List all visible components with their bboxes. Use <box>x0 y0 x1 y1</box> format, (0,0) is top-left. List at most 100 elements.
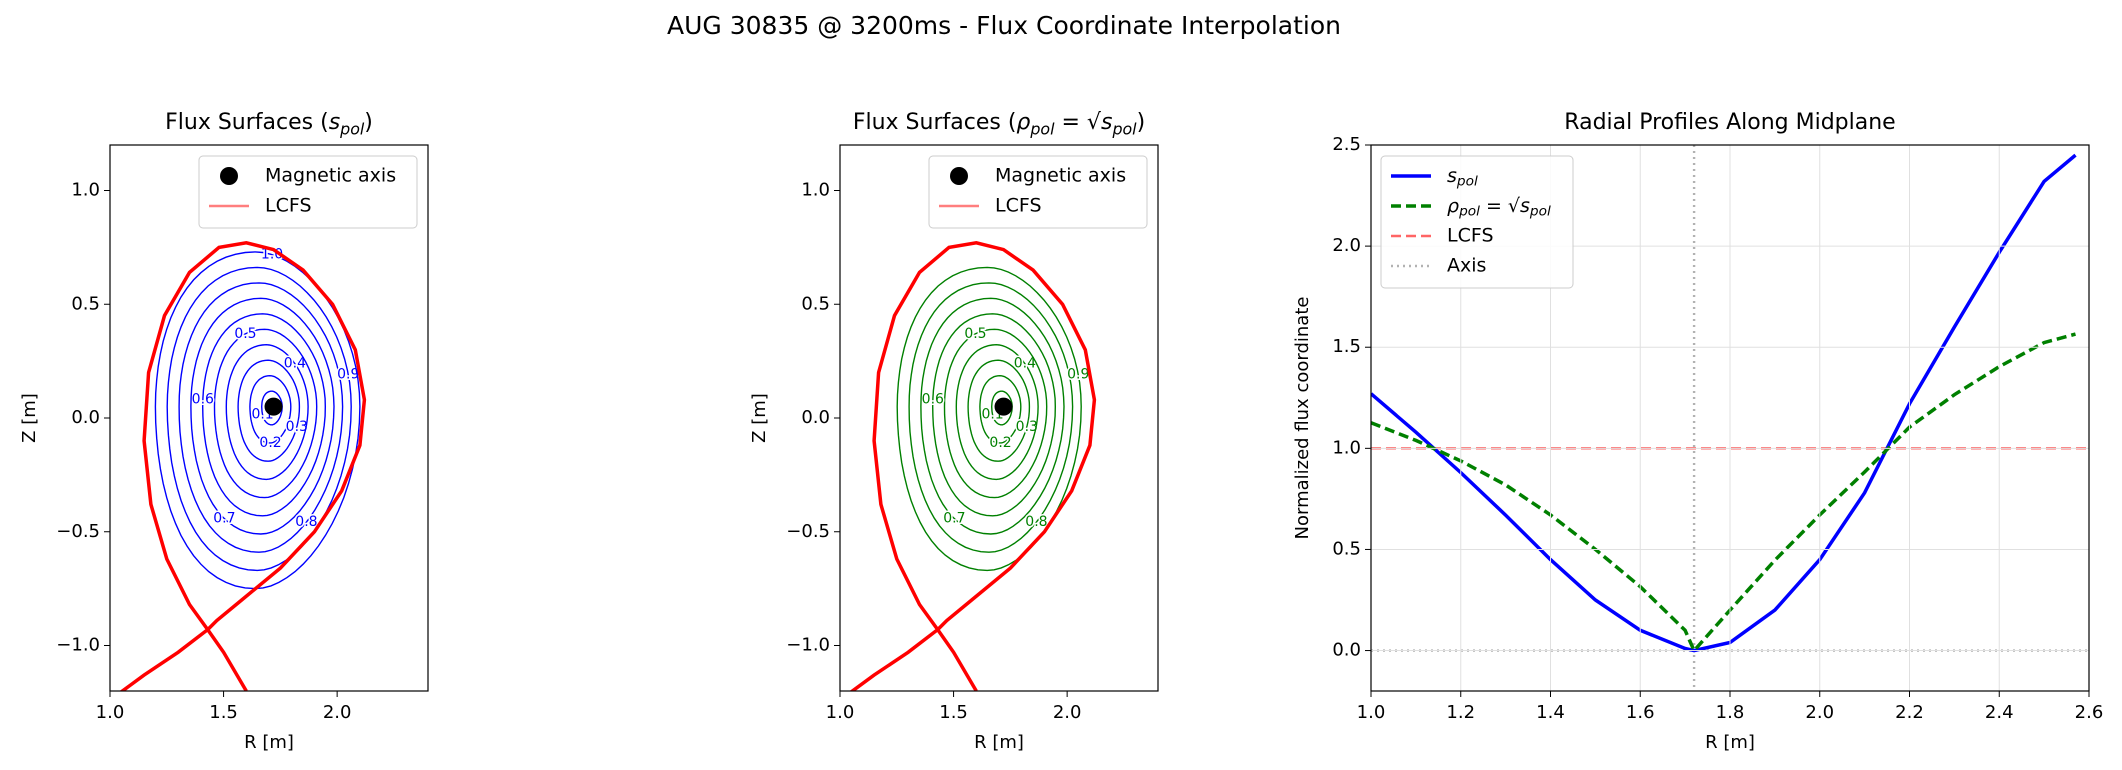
x-axis-label: R [m] <box>244 732 294 753</box>
contour-label: 0.9 <box>1067 366 1089 382</box>
contour-label: 0.5 <box>234 326 256 342</box>
contour-line <box>931 313 1057 517</box>
contour-line <box>979 374 1022 444</box>
y-tick-label: 1.0 <box>801 180 830 201</box>
legend-label: spol <box>1447 165 1478 190</box>
y-tick-label: 1.5 <box>1332 336 1361 357</box>
contour-label: 0.3 <box>1016 419 1038 435</box>
text-segment: ρ <box>1447 195 1459 217</box>
contour-line <box>955 343 1039 481</box>
legend-label: LCFS <box>1447 225 1494 247</box>
contour-line <box>178 282 344 553</box>
text-segment: s <box>1447 165 1457 187</box>
y-tick-label: 0.5 <box>71 293 100 314</box>
legend-box <box>928 155 1148 229</box>
y-tick-label: 0.0 <box>801 407 830 428</box>
contour-label: 0.6 <box>192 392 214 408</box>
profile-line <box>1371 332 2076 654</box>
x-tick-label: 2.6 <box>2075 702 2104 723</box>
contour-label: 0.4 <box>284 356 306 372</box>
axes-title: Flux Surfaces (ρpol = √spol) <box>853 110 1145 138</box>
y-tick-label: −0.5 <box>786 521 830 542</box>
contour-line <box>213 328 318 499</box>
legend-box <box>198 155 418 229</box>
contour-line <box>237 359 301 462</box>
contour-line <box>943 328 1048 499</box>
y-tick-label: 0.0 <box>71 407 100 428</box>
plot-area <box>1371 145 2089 691</box>
plot-area: 0.10.20.30.40.50.60.7 0.80.9 <box>849 241 1097 691</box>
contour-line <box>260 390 283 426</box>
figure-title: AUG 30835 @ 3200ms - Flux Coordinate Int… <box>667 11 1341 40</box>
legend-label: Axis <box>1447 255 1486 277</box>
y-tick-label: 0.5 <box>801 293 830 314</box>
x-tick-label: 2.0 <box>1805 702 1834 723</box>
y-tick-label: 0.5 <box>1332 538 1361 559</box>
magnetic-axis-marker <box>994 397 1013 416</box>
x-tick-label: 2.0 <box>1053 702 1082 723</box>
x-tick-label: 1.0 <box>826 702 855 723</box>
axes-frame <box>109 144 429 692</box>
legend-label: Magnetic axis <box>265 165 396 187</box>
y-tick-label: −0.5 <box>56 521 100 542</box>
x-tick-label: 1.5 <box>939 702 968 723</box>
text-segment: ) <box>1137 110 1146 135</box>
contour-line <box>249 374 292 444</box>
contour-line <box>990 390 1013 426</box>
contour-line <box>967 359 1031 462</box>
contour-line <box>920 297 1065 535</box>
contour-label: 0.6 <box>922 392 944 408</box>
text-segment: pol <box>339 119 365 138</box>
x-tick-label: 1.6 <box>1626 702 1655 723</box>
text-segment: pol <box>1529 204 1551 220</box>
text-segment: s <box>329 110 340 135</box>
text-segment: Flux Surfaces ( <box>853 110 1017 135</box>
y-tick-label: 0.0 <box>1332 640 1361 661</box>
x-tick-label: 1.8 <box>1716 702 1745 723</box>
axes-title: Flux Surfaces (spol) <box>165 110 373 138</box>
contour-label: 0.8 <box>295 514 317 530</box>
legend-label: ρpol = √spol <box>1447 195 1551 220</box>
text-segment: ρ <box>1016 110 1030 135</box>
y-tick-label: 1.0 <box>71 180 100 201</box>
x-axis-label: R [m] <box>974 732 1024 753</box>
legend-box <box>1380 155 1574 289</box>
y-axis-label: Normalized flux coordinate <box>1292 297 1313 540</box>
text-segment: ) <box>364 110 373 135</box>
x-tick-label: 1.0 <box>1357 702 1386 723</box>
contour-label: 0.4 <box>1014 356 1036 372</box>
text-segment: Flux Surfaces ( <box>165 110 329 135</box>
text-segment: pol <box>1029 119 1055 138</box>
legend-label: LCFS <box>995 195 1042 217</box>
x-axis-label: R [m] <box>1705 732 1755 753</box>
contour-label: 0.3 <box>286 419 308 435</box>
text-segment: = √ <box>1480 195 1521 217</box>
contour-label: 0.7 <box>943 511 965 527</box>
x-tick-label: 2.2 <box>1895 702 1924 723</box>
profile-line <box>1371 153 2077 653</box>
magnetic-axis-marker <box>264 397 283 416</box>
x-tick-label: 2.0 <box>323 702 352 723</box>
text-segment: = √ <box>1055 110 1102 135</box>
y-tick-label: 2.0 <box>1332 235 1361 256</box>
contour-label: 0.9 <box>337 366 359 382</box>
x-tick-label: 1.5 <box>209 702 238 723</box>
legend-label: LCFS <box>265 195 312 217</box>
contour-line <box>908 282 1074 553</box>
contour-label: 0.7 <box>213 511 235 527</box>
text-segment: s <box>1101 110 1112 135</box>
text-segment: pol <box>1456 174 1478 190</box>
axes-frame <box>839 144 1159 692</box>
contour-line <box>190 297 335 535</box>
y-tick-label: −1.0 <box>56 635 100 656</box>
text-segment: pol <box>1458 204 1480 220</box>
contour-line <box>225 343 309 481</box>
contour-label: 0.2 <box>989 435 1011 451</box>
axes-frame <box>1370 144 2090 692</box>
x-tick-label: 2.4 <box>1985 702 2014 723</box>
y-tick-label: 1.0 <box>1332 437 1361 458</box>
text-segment: pol <box>1111 119 1137 138</box>
contour-label: 0.5 <box>964 326 986 342</box>
